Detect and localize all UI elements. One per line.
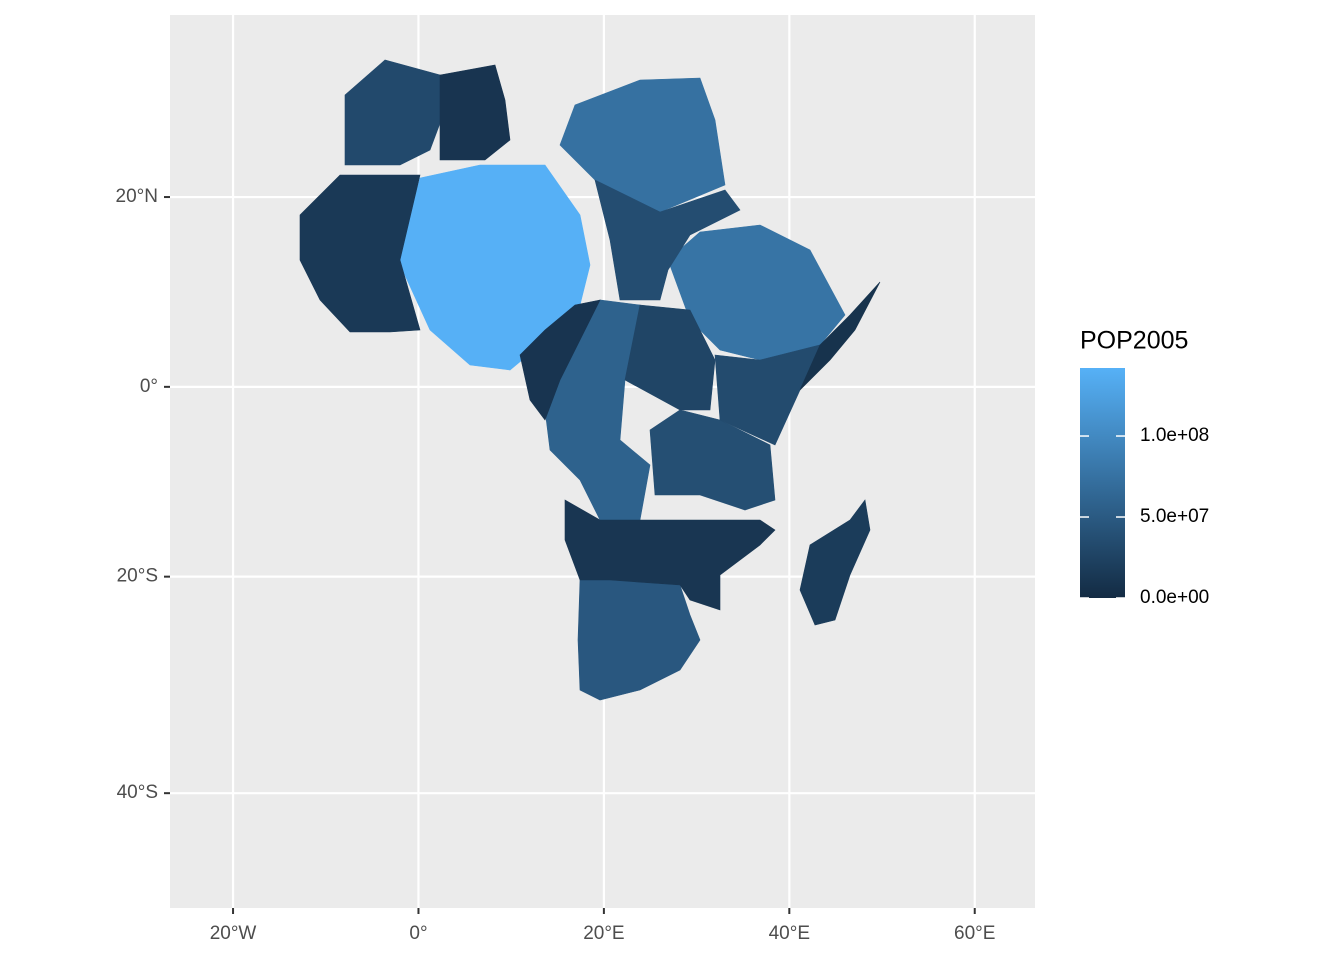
y-tick-label: 20°N bbox=[116, 186, 158, 207]
region bbox=[299, 174, 421, 333]
region bbox=[799, 499, 871, 626]
region bbox=[624, 304, 716, 411]
x-tick-label: 60°E bbox=[954, 923, 995, 944]
region bbox=[564, 499, 776, 611]
region bbox=[799, 281, 881, 391]
legend-tick-label: 1.0e+08 bbox=[1140, 425, 1209, 446]
y-tick-label: 0° bbox=[140, 376, 158, 397]
x-tick-label: 20°W bbox=[210, 923, 257, 944]
region bbox=[594, 179, 741, 301]
x-tick-label: 40°E bbox=[769, 923, 810, 944]
region bbox=[667, 224, 846, 361]
legend-tick-label: 5.0e+07 bbox=[1140, 506, 1209, 527]
y-tick-label: 20°S bbox=[117, 566, 158, 587]
legend-title: POP2005 bbox=[1080, 327, 1188, 355]
x-tick-label: 0° bbox=[409, 923, 427, 944]
region bbox=[519, 299, 601, 421]
x-tick-label: 20°E bbox=[583, 923, 624, 944]
legend-colorbar bbox=[1080, 368, 1125, 598]
y-tick-label: 40°S bbox=[117, 782, 158, 803]
region bbox=[649, 409, 776, 511]
region bbox=[439, 64, 511, 161]
legend-tick-label: 0.0e+00 bbox=[1140, 587, 1209, 608]
